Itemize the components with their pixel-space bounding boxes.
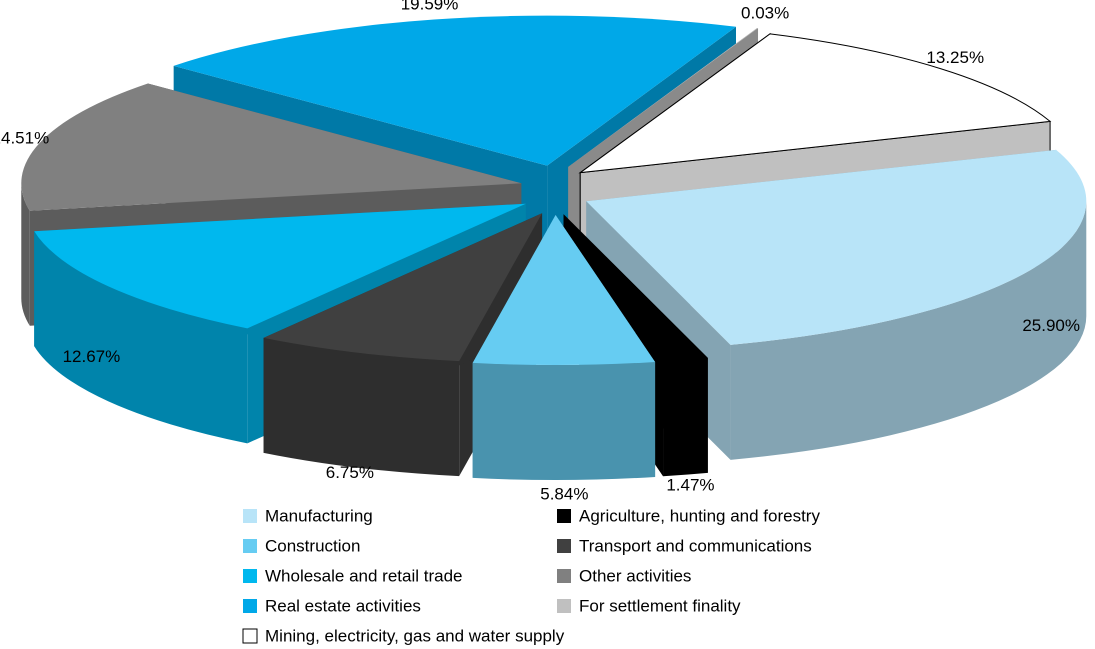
legend-label: Manufacturing	[265, 506, 373, 525]
data-label: 13.25%	[926, 48, 984, 67]
slice-top	[578, 33, 1052, 174]
slice	[472, 214, 656, 480]
data-label: 25.90%	[1022, 316, 1080, 335]
legend-swatch	[242, 628, 258, 644]
legend-label: Wholesale and retail trade	[265, 566, 463, 585]
slice-wall	[21, 183, 30, 326]
data-label: 19.59%	[401, 0, 459, 13]
data-label: 5.84%	[540, 484, 588, 503]
legend-swatch	[557, 539, 571, 553]
legend-label: Mining, electricity, gas and water suppl…	[265, 626, 565, 645]
slice-wall	[730, 201, 1087, 460]
legend-swatch	[243, 599, 257, 613]
legend-swatch	[557, 509, 571, 523]
legend-swatch	[243, 509, 257, 523]
slice-top	[263, 213, 543, 362]
data-label: 6.75%	[326, 463, 374, 482]
legend-swatch	[557, 599, 571, 613]
legend-swatch	[243, 539, 257, 553]
data-label: 12.67%	[63, 347, 121, 366]
legend-label: Transport and communications	[579, 536, 812, 555]
legend-label: Construction	[265, 536, 360, 555]
slice-wall	[472, 361, 656, 480]
legend-swatch	[243, 569, 257, 583]
slice-top	[21, 83, 522, 211]
slice-top	[472, 214, 656, 365]
slice-top	[34, 203, 526, 329]
data-label: 1.47%	[666, 475, 714, 494]
legend-label: Other activities	[579, 566, 691, 585]
slice-wall	[263, 337, 460, 477]
legend-label: Agriculture, hunting and forestry	[579, 506, 820, 525]
slice-wall	[34, 231, 248, 444]
slice-top	[563, 214, 708, 362]
legend-swatch	[557, 569, 571, 583]
data-label: 0.03%	[741, 4, 789, 23]
slice-wall	[663, 357, 708, 477]
legend-label: Real estate activities	[265, 596, 421, 615]
slice-top	[568, 27, 759, 167]
slice-top	[586, 149, 1087, 345]
data-label: 14.51%	[0, 129, 49, 148]
legend-label: For settlement finality	[579, 596, 741, 615]
slice-top	[173, 15, 736, 166]
